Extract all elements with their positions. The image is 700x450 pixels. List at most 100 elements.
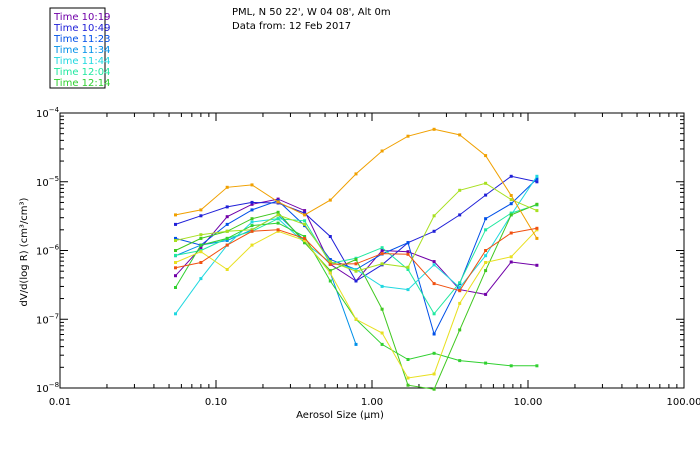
data-point xyxy=(328,260,332,264)
data-point xyxy=(380,284,384,288)
data-point xyxy=(406,376,410,380)
data-point xyxy=(276,217,280,221)
data-point xyxy=(328,279,332,283)
data-point xyxy=(484,254,488,258)
data-point xyxy=(303,219,307,223)
data-point xyxy=(380,252,384,256)
legend-entry: Time 10:49 xyxy=(53,23,110,34)
data-point xyxy=(250,200,254,204)
data-point xyxy=(199,233,203,237)
legend-entry: Time 11:23 xyxy=(53,34,110,45)
data-point xyxy=(406,383,410,387)
data-point xyxy=(458,281,462,285)
data-point xyxy=(432,229,436,233)
data-point xyxy=(458,359,462,363)
axes: 0.01 0.10 1.00 10.00 100.0010−810−710−610−51… xyxy=(36,106,700,408)
data-point xyxy=(432,351,436,355)
data-point xyxy=(225,239,229,242)
legend-entry: Time 10:19 xyxy=(53,12,110,23)
data-point xyxy=(535,174,539,178)
data-point xyxy=(225,236,229,240)
legend-entry: Time 12:04 xyxy=(53,67,110,78)
data-point xyxy=(174,236,177,240)
y-tick-exponent: −4 xyxy=(49,106,60,114)
data-point xyxy=(199,214,203,218)
data-point xyxy=(509,202,513,206)
data-point xyxy=(535,226,539,230)
y-axis-label: dV/d(log R) (cm³/cm³) xyxy=(19,197,30,306)
legend-entry: Time 11:44 xyxy=(53,56,110,67)
data-point xyxy=(199,246,203,250)
data-point xyxy=(250,208,254,212)
data-point xyxy=(432,372,436,376)
data-point xyxy=(484,154,488,158)
data-point xyxy=(250,243,254,247)
data-point xyxy=(406,268,410,271)
data-point xyxy=(276,221,280,225)
data-point xyxy=(303,213,307,217)
series-unlabeled xyxy=(174,226,539,293)
series-time-10-49 xyxy=(174,174,539,283)
legend-box xyxy=(49,7,106,89)
data-point xyxy=(276,200,280,204)
data-point xyxy=(225,229,229,233)
series-unlabeled xyxy=(174,202,539,391)
y-tick-exponent: −8 xyxy=(49,381,59,389)
data-point xyxy=(509,198,513,202)
data-point xyxy=(509,231,513,235)
data-point xyxy=(199,236,203,240)
series-unlabeled xyxy=(174,228,539,380)
data-point xyxy=(406,358,410,361)
y-tick-base: 10 xyxy=(36,247,49,258)
data-point xyxy=(509,213,513,217)
data-point xyxy=(303,236,307,240)
data-point xyxy=(406,252,410,256)
data-point xyxy=(276,197,280,201)
data-point xyxy=(328,269,332,273)
data-point xyxy=(354,172,358,176)
data-point xyxy=(276,213,280,217)
data-point xyxy=(354,317,358,321)
data-point xyxy=(250,229,254,233)
chart-title-location: PML, N 50 22', W 04 08', Alt 0m xyxy=(232,7,391,18)
data-point xyxy=(328,258,332,261)
data-point xyxy=(535,180,539,184)
data-point xyxy=(199,250,203,254)
data-point xyxy=(174,274,177,278)
data-point xyxy=(535,236,539,240)
data-point xyxy=(250,224,254,228)
data-point xyxy=(380,307,384,311)
data-point xyxy=(432,282,436,286)
y-tick-label: 10−6 xyxy=(36,244,60,258)
data-point xyxy=(535,202,539,206)
data-point xyxy=(406,250,410,254)
data-point xyxy=(432,387,436,391)
data-point xyxy=(406,288,410,292)
data-point xyxy=(458,301,462,305)
data-point xyxy=(509,364,513,368)
data-point xyxy=(484,193,488,197)
data-point xyxy=(303,211,307,215)
data-point xyxy=(303,222,307,226)
data-point xyxy=(535,263,539,267)
data-point xyxy=(509,255,513,259)
data-point xyxy=(328,198,332,202)
data-point xyxy=(276,228,280,232)
data-point xyxy=(484,361,488,365)
data-point xyxy=(458,213,462,217)
data-point xyxy=(174,312,177,316)
legend-entry: Time 12:14 xyxy=(53,78,110,89)
data-point xyxy=(484,217,488,221)
data-point xyxy=(432,214,436,218)
data-point xyxy=(432,312,436,316)
data-point xyxy=(380,331,384,335)
data-point xyxy=(303,241,307,245)
x-tick-label: 1.00 xyxy=(361,397,383,408)
data-point xyxy=(458,286,462,289)
data-point xyxy=(509,174,513,178)
x-tick-label: 0.10 xyxy=(205,397,227,408)
data-point xyxy=(174,261,177,264)
